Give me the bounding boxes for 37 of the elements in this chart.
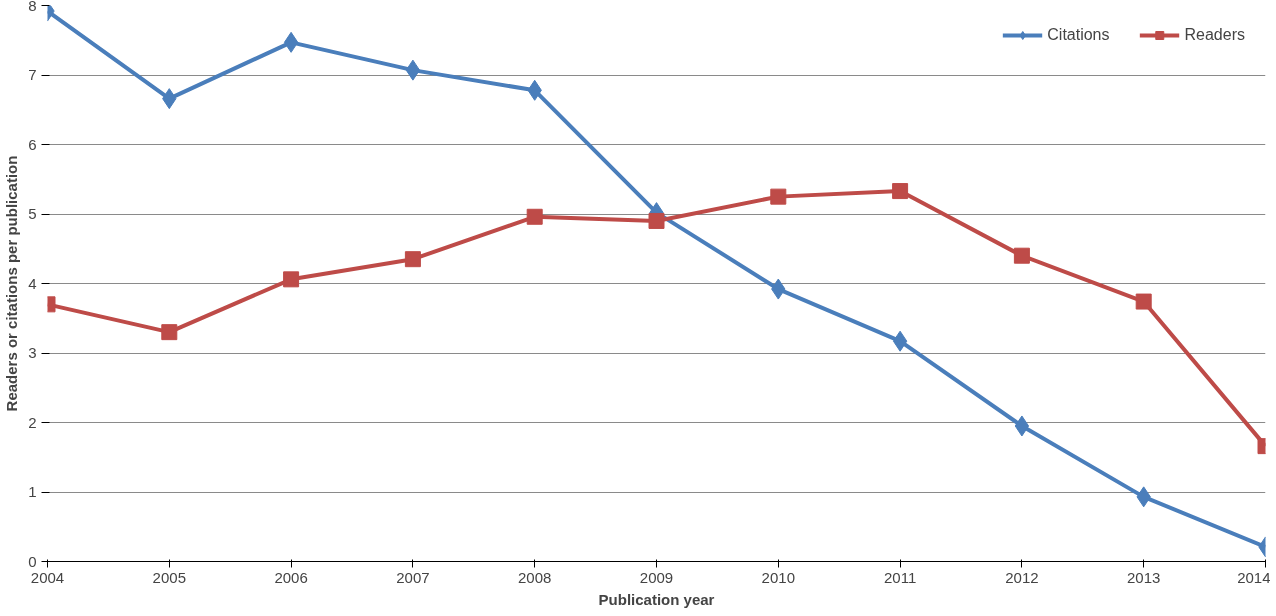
y-tick-label: 6: [28, 135, 37, 153]
point: [1135, 293, 1152, 310]
y-tick-label: 1: [28, 483, 37, 500]
x-tick-label: 2012: [1005, 568, 1039, 586]
legend-label: Citations: [1047, 26, 1110, 44]
y-tick-label: 3: [28, 344, 37, 361]
y-tick-label: 7: [28, 66, 37, 83]
x-tick-label: 2009: [639, 568, 674, 586]
legend-label: Readers: [1184, 26, 1245, 44]
y-tick-label: 5: [28, 205, 37, 222]
point: [405, 59, 421, 81]
point: [892, 183, 909, 200]
x-tick-label: 2010: [761, 568, 795, 586]
x-tick-label: 2008: [518, 568, 552, 586]
point: [526, 208, 543, 225]
x-tick-label: 2013: [1127, 568, 1161, 586]
y-tick-label: 0: [28, 552, 37, 570]
y-axis-title: Readers or citations per publication: [3, 155, 21, 412]
point: [648, 212, 665, 229]
x-tick-label: 2006: [274, 568, 308, 586]
x-axis-title: Publication year: [598, 590, 715, 608]
point: [161, 324, 178, 341]
x-tick-label: 2005: [152, 568, 186, 586]
x-tick-label: 2011: [883, 568, 917, 586]
x-tick-label: 2004: [30, 568, 65, 586]
y-tick-label: 8: [28, 0, 37, 14]
x-tick-label: 2014: [1237, 568, 1271, 586]
point: [892, 330, 908, 352]
y-tick-label: 4: [28, 274, 37, 292]
point: [770, 188, 787, 205]
point: [283, 31, 299, 53]
point: [1014, 415, 1030, 437]
point: [283, 271, 300, 288]
y-tick-label: 2: [28, 413, 37, 431]
x-tick-label: 2007: [396, 568, 430, 586]
point: [1013, 247, 1030, 264]
point: [404, 251, 421, 268]
